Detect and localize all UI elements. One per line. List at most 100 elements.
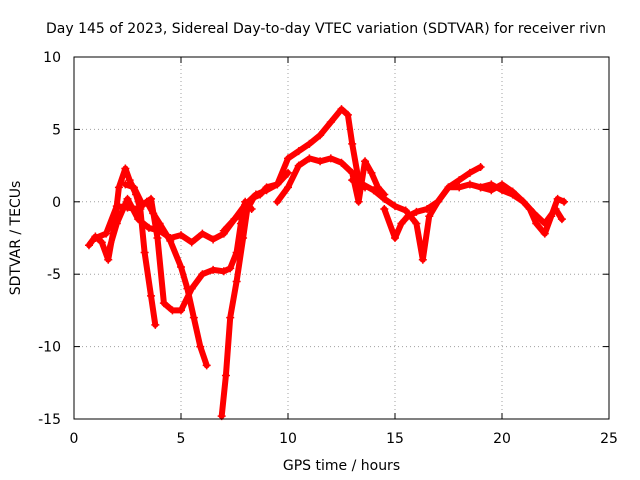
data-point xyxy=(354,197,363,206)
data-point xyxy=(262,186,271,195)
data-point xyxy=(316,131,325,140)
data-point xyxy=(147,194,156,203)
data-point xyxy=(487,186,496,195)
data-point xyxy=(97,238,106,247)
data-point xyxy=(144,223,153,232)
data-point xyxy=(153,234,162,242)
data-point xyxy=(557,215,566,224)
data-point xyxy=(455,183,464,192)
data-point xyxy=(241,200,250,209)
series-arc-6 xyxy=(219,105,370,235)
data-point xyxy=(433,197,442,206)
data-point xyxy=(348,176,357,185)
data-point xyxy=(294,147,303,156)
y-tick-label: -10 xyxy=(38,340,61,356)
data-point xyxy=(273,180,282,189)
data-point xyxy=(423,205,432,214)
series-arc-10 xyxy=(476,180,569,238)
series-trace xyxy=(105,195,249,256)
data-point xyxy=(151,320,160,329)
y-axis-label: SDTVAR / TECUs xyxy=(8,181,24,296)
data-point xyxy=(358,180,367,189)
data-point xyxy=(219,226,228,235)
y-tick-label: 5 xyxy=(52,122,61,138)
data-point xyxy=(401,206,410,215)
data-point xyxy=(540,229,549,238)
data-point xyxy=(168,306,177,315)
data-point xyxy=(177,306,185,315)
data-point xyxy=(553,194,562,203)
data-point xyxy=(226,313,235,322)
x-tick-label: 5 xyxy=(177,431,186,447)
data-point xyxy=(326,154,335,163)
data-point xyxy=(403,212,412,221)
data-point xyxy=(343,110,352,119)
data-point xyxy=(348,139,357,148)
data-point xyxy=(380,205,389,214)
x-tick-label: 25 xyxy=(600,431,618,447)
data-point xyxy=(177,262,185,271)
series-trace xyxy=(220,106,368,234)
data-point xyxy=(391,234,399,242)
data-point xyxy=(476,183,485,192)
data-point xyxy=(251,190,260,199)
data-point xyxy=(560,197,569,206)
series-trace xyxy=(274,155,388,205)
data-point xyxy=(547,212,556,221)
data-point xyxy=(284,183,292,192)
x-tick-label: 20 xyxy=(493,431,511,447)
data-point xyxy=(104,255,113,264)
data-point xyxy=(221,371,230,380)
data-point xyxy=(361,157,370,166)
data-point xyxy=(412,219,421,228)
data-point xyxy=(232,277,241,286)
data-point xyxy=(159,299,168,308)
data-point xyxy=(112,202,121,211)
data-point xyxy=(112,219,121,228)
series-arc-1 xyxy=(84,164,160,329)
data-point xyxy=(337,158,346,167)
series-arc-5 xyxy=(217,168,292,421)
data-point xyxy=(91,234,100,242)
data-point xyxy=(129,183,138,192)
data-point xyxy=(418,255,427,264)
x-tick-label: 10 xyxy=(279,431,297,447)
plot-frame xyxy=(73,56,610,420)
data-point xyxy=(284,154,292,163)
axis-ticks xyxy=(73,56,610,420)
data-point xyxy=(519,197,528,206)
series-trace xyxy=(381,181,565,241)
data-point xyxy=(226,264,235,273)
data-point xyxy=(525,205,534,214)
data-point xyxy=(476,163,485,172)
data-point xyxy=(397,219,406,228)
data-point xyxy=(367,168,376,177)
data-point xyxy=(444,183,453,192)
data-point xyxy=(532,219,541,228)
y-tick-label: 10 xyxy=(43,50,61,66)
data-point xyxy=(138,200,147,209)
data-point xyxy=(102,229,111,238)
data-point xyxy=(239,234,248,242)
data-point xyxy=(455,176,464,185)
data-point xyxy=(187,238,196,247)
data-point xyxy=(121,164,130,173)
data-point xyxy=(140,248,149,257)
data-point xyxy=(305,139,314,148)
data-point xyxy=(425,212,434,221)
data-point xyxy=(202,361,211,370)
data-point xyxy=(337,105,346,114)
data-point xyxy=(465,180,474,189)
data-point xyxy=(187,284,196,293)
data-point xyxy=(465,168,474,177)
x-axis-label: GPS time / hours xyxy=(283,458,400,474)
data-point xyxy=(123,194,132,203)
data-point xyxy=(273,197,282,206)
chart-title: Day 145 of 2023, Sidereal Day-to-day VTE… xyxy=(46,21,606,37)
data-point xyxy=(230,215,239,224)
data-point xyxy=(147,291,156,300)
series-arc-7 xyxy=(273,154,389,206)
data-point xyxy=(219,267,228,276)
data-point xyxy=(198,229,207,238)
